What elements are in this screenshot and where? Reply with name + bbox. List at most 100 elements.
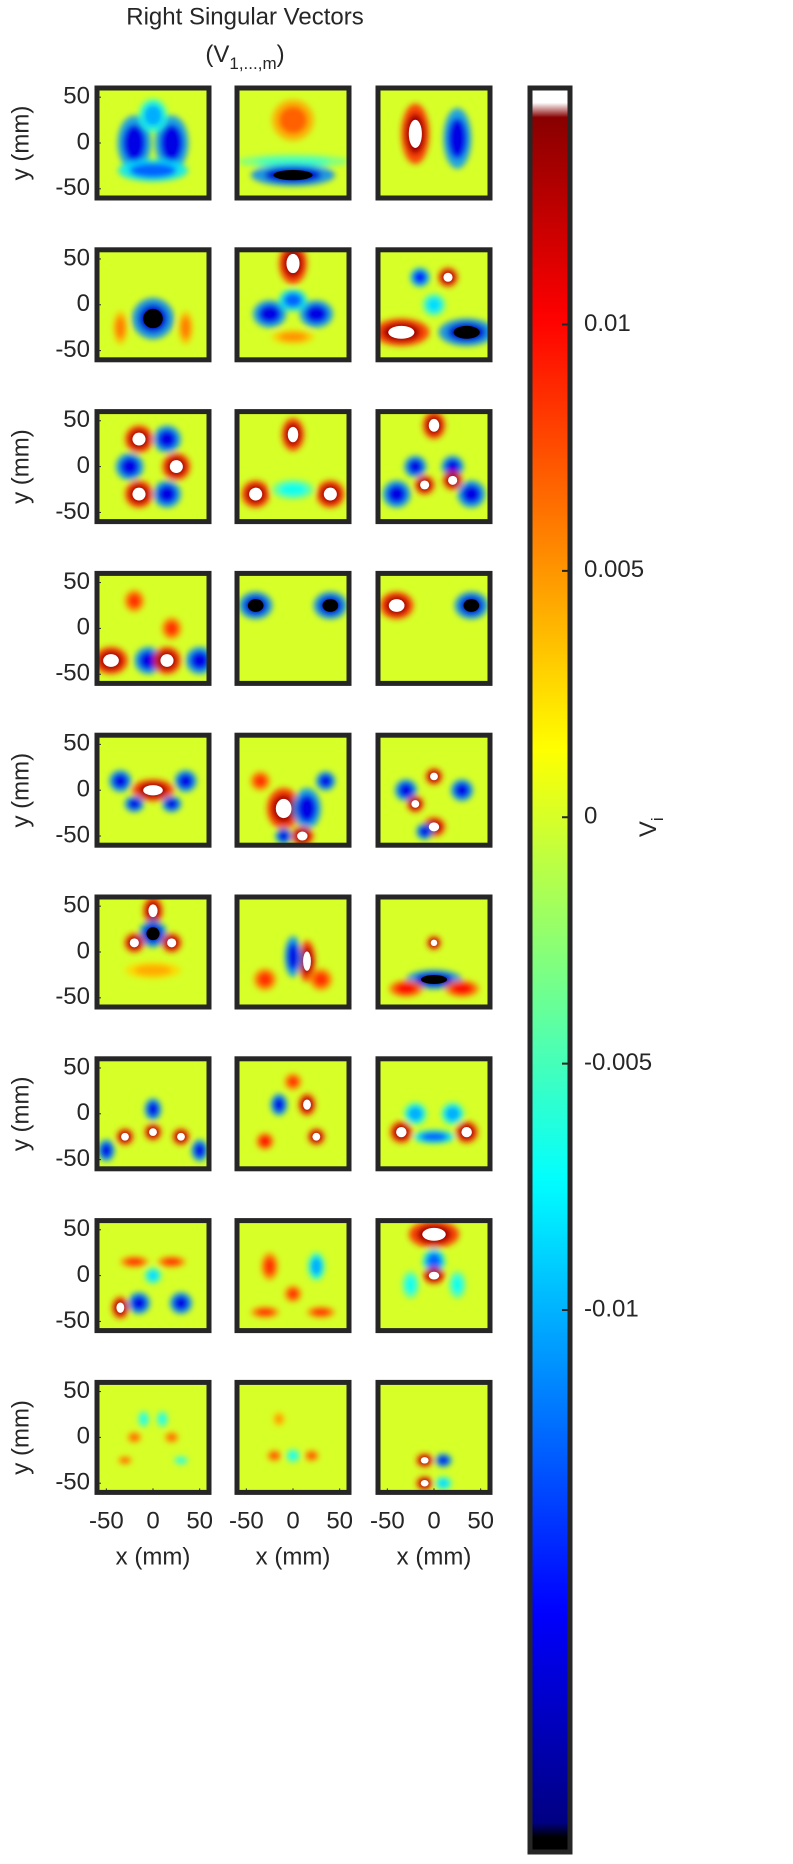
panel-background	[97, 1382, 209, 1493]
colorbar-label-subscript: i	[648, 817, 667, 821]
colorbar-tick-label: -0.005	[584, 1049, 652, 1076]
panel	[97, 88, 209, 198]
y-tick-label: 0	[77, 128, 90, 155]
blob-core	[408, 119, 422, 148]
blob-core	[428, 418, 440, 432]
blob	[253, 774, 267, 788]
panel	[237, 897, 349, 1007]
blob	[420, 1132, 448, 1142]
blob	[445, 1106, 461, 1122]
blob	[426, 297, 442, 313]
subtitle-subscript: 1,...,m	[229, 54, 276, 73]
blob	[162, 1258, 182, 1266]
panel	[97, 735, 209, 846]
blob	[413, 270, 427, 284]
colorbar-tick-label: 0	[584, 803, 597, 830]
colorbar-label-main: V	[635, 821, 662, 837]
y-tick-label: 0	[77, 1423, 90, 1450]
panel-field	[382, 411, 486, 508]
blob	[275, 1414, 283, 1424]
blob-core	[132, 432, 146, 446]
blob-core	[420, 1480, 429, 1487]
panel	[97, 1382, 209, 1493]
y-tick-label: 0	[77, 1099, 90, 1126]
blob	[451, 1275, 463, 1294]
blob-core	[388, 325, 415, 339]
panel	[378, 1058, 490, 1169]
y-tick-label: -50	[55, 821, 90, 848]
y-tick-label: 0	[77, 452, 90, 479]
panel-background	[378, 1058, 490, 1169]
panel-field	[379, 591, 489, 620]
panel-frame	[375, 1218, 493, 1334]
y-tick-label: -50	[55, 336, 90, 363]
y-tick-label: -50	[55, 1307, 90, 1334]
y-tick-label: 0	[77, 614, 90, 641]
blob-core	[453, 325, 480, 339]
blob	[319, 774, 333, 788]
blob	[165, 798, 179, 810]
blob-core	[297, 831, 308, 841]
panel	[97, 1058, 209, 1169]
panel-frame	[234, 85, 352, 201]
blob	[181, 316, 191, 339]
y-tick-label: 0	[77, 937, 90, 964]
blob	[407, 1106, 423, 1122]
y-tick-label: 0	[77, 1261, 90, 1288]
blob	[437, 1455, 449, 1465]
blob	[157, 484, 177, 504]
y-tick-label: 50	[63, 406, 90, 433]
panel-frame	[234, 570, 352, 686]
blob	[297, 794, 317, 823]
blob	[269, 1452, 280, 1460]
panel	[237, 249, 349, 360]
blob	[313, 972, 329, 987]
panel-frame	[234, 409, 352, 525]
blob-core	[132, 487, 146, 501]
panel-field	[250, 771, 336, 846]
panel	[378, 1220, 490, 1331]
y-tick-label: 50	[63, 1053, 90, 1080]
y-tick-label: 50	[63, 1215, 90, 1242]
blob	[139, 1413, 148, 1425]
y-tick-label: 50	[63, 244, 90, 271]
y-axis-label: y (mm)	[7, 753, 34, 828]
panel	[378, 735, 490, 846]
panel-frame	[234, 1056, 352, 1172]
y-axis-label: y (mm)	[7, 429, 34, 504]
blob	[287, 942, 299, 971]
panel	[237, 411, 349, 522]
x-tick-label: -50	[370, 1508, 405, 1535]
blob-core	[420, 975, 448, 984]
panel-field	[256, 1073, 325, 1150]
blob	[279, 106, 307, 134]
colorbar-label: Vi	[635, 817, 667, 837]
blob	[173, 1295, 189, 1311]
blob-core	[273, 169, 313, 181]
blob	[305, 304, 328, 324]
x-tick-label: 0	[286, 1508, 299, 1535]
blob	[147, 1101, 159, 1117]
blob	[255, 1308, 275, 1316]
panel-field	[389, 935, 479, 997]
panel	[237, 735, 349, 846]
blob	[147, 1270, 159, 1282]
panel	[378, 897, 490, 1007]
x-tick-label: 50	[326, 1508, 353, 1535]
panel-frame	[234, 732, 352, 848]
y-tick-label: -50	[55, 983, 90, 1010]
x-axis-label: x (mm)	[397, 1544, 472, 1571]
blob	[167, 1433, 177, 1442]
panel-frame	[375, 732, 493, 848]
blob	[264, 1257, 276, 1276]
panel-frame	[234, 247, 352, 363]
subtitle-part: )	[277, 41, 285, 68]
blob	[387, 484, 406, 504]
blob	[190, 651, 209, 670]
panel-field	[118, 1410, 188, 1465]
subtitle-part: (V	[205, 41, 229, 68]
blob-core	[167, 938, 177, 948]
blob	[115, 316, 126, 339]
blob-core	[422, 1227, 446, 1241]
